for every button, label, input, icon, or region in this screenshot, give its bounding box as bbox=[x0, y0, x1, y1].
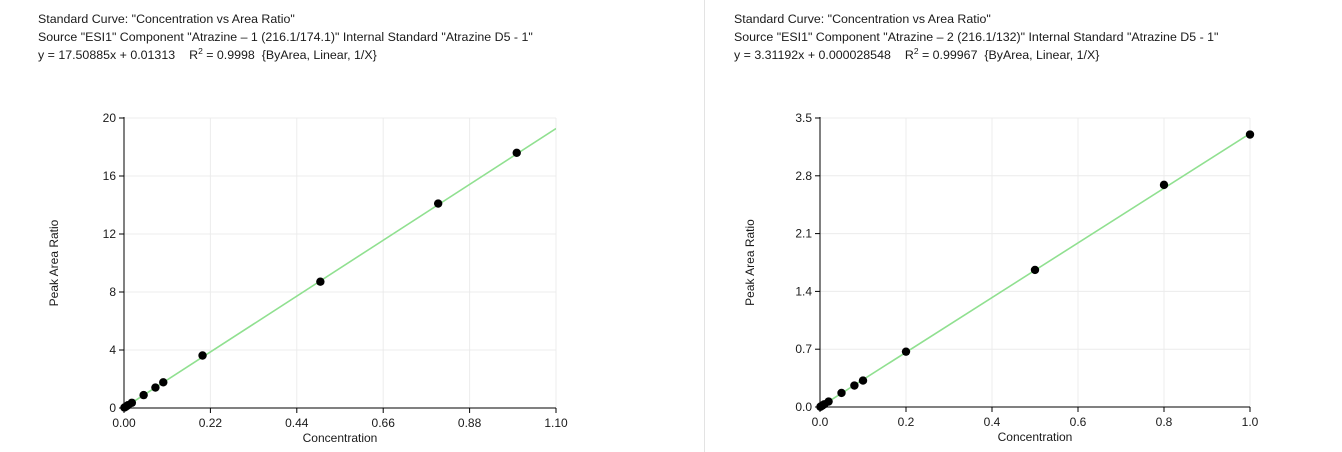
calibration-point bbox=[837, 388, 846, 398]
x-tick-label: 1.0 bbox=[1242, 415, 1259, 429]
y-tick-label: 0.7 bbox=[795, 342, 812, 356]
r-squared-exponent: 2 bbox=[198, 45, 203, 56]
fit-info: {ByArea, Linear, 1/X} bbox=[261, 48, 377, 62]
calibration-point bbox=[1159, 180, 1169, 190]
regression-line-text: y = 17.50885x + 0.01313 R2 = 0.9998 {ByAr… bbox=[38, 46, 533, 64]
x-tick-label: 1.10 bbox=[544, 416, 568, 430]
calibration-point bbox=[127, 398, 137, 407]
calibration-point bbox=[512, 148, 521, 157]
calibration-point bbox=[858, 376, 868, 385]
y-tick-label: 0.0 bbox=[795, 400, 812, 414]
y-tick-label: 2.8 bbox=[795, 169, 812, 183]
x-axis-label: Concentration bbox=[303, 431, 378, 445]
chart-title: Standard Curve: "Concentration vs Area R… bbox=[38, 12, 295, 26]
y-tick-label: 20 bbox=[103, 111, 117, 125]
chart-header: Standard Curve: "Concentration vs Area R… bbox=[38, 10, 533, 64]
calibration-point bbox=[159, 378, 168, 387]
source-component-line: Source "ESI1" Component "Atrazine – 2 (2… bbox=[734, 30, 1219, 44]
x-tick-label: 0.66 bbox=[372, 416, 396, 430]
calibration-point bbox=[901, 347, 911, 356]
fit-info: {ByArea, Linear, 1/X} bbox=[984, 48, 1100, 62]
r-squared-label: R bbox=[189, 48, 199, 62]
calibration-plot-left[interactable]: 0 4 8 12 16 20 0.00 0.22 0.44 0.66 0.88 1.10 Concent… bbox=[0, 0, 704, 452]
chart-header: Standard Curve: "Concentration vs Area R… bbox=[734, 10, 1218, 64]
y-tick-label: 1.4 bbox=[795, 284, 812, 298]
y-axis-label: Peak Area Ratio bbox=[743, 219, 757, 306]
standard-curve-panel-left: Standard Curve: "Concentration vs Area R… bbox=[0, 0, 704, 452]
y-tick-label: 4 bbox=[109, 343, 116, 357]
calibration-point bbox=[1245, 130, 1255, 139]
x-tick-label: 0.2 bbox=[898, 415, 915, 429]
chart-title: Standard Curve: "Concentration vs Area R… bbox=[734, 12, 991, 26]
y-tick-label: 2.1 bbox=[795, 227, 812, 241]
y-axis-label: Peak Area Ratio bbox=[47, 219, 61, 306]
calibration-point bbox=[1030, 265, 1040, 275]
x-tick-label: 0.88 bbox=[458, 416, 482, 430]
calibration-plot-right[interactable]: 0.0 0.7 1.4 2.1 2.8 3.5 0.0 0.2 0.4 0.6 0.8 1.0 Conc… bbox=[712, 0, 1342, 452]
source-component-line: Source "ESI1" Component "Atrazine – 1 (2… bbox=[38, 30, 533, 44]
r-squared-value: = 0.99967 bbox=[918, 48, 978, 62]
calibration-point bbox=[198, 351, 207, 360]
regression-equation: y = 17.50885x + 0.01313 bbox=[38, 48, 176, 62]
regression-equation: y = 3.31192x + 0.000028548 bbox=[734, 48, 891, 62]
y-tick-label: 0 bbox=[109, 401, 116, 415]
r-squared-value: = 0.9998 bbox=[202, 48, 255, 62]
x-axis-label: Concentration bbox=[998, 430, 1073, 444]
y-tick-label: 16 bbox=[103, 169, 117, 183]
x-tick-label: 0.44 bbox=[285, 416, 309, 430]
y-tick-label: 8 bbox=[109, 285, 116, 299]
regression-fit-line bbox=[124, 127, 556, 408]
calibration-point bbox=[151, 383, 160, 392]
standard-curve-panel-right: Standard Curve: "Concentration vs Area R… bbox=[712, 0, 1342, 452]
regression-line-text: y = 3.31192x + 0.000028548 R2 = 0.99967 {… bbox=[734, 46, 1218, 64]
x-tick-label: 0.8 bbox=[1156, 415, 1173, 429]
x-tick-label: 0.4 bbox=[984, 415, 1001, 429]
r-squared-exponent: 2 bbox=[913, 45, 919, 56]
y-tick-label: 3.5 bbox=[795, 111, 812, 125]
y-tick-label: 12 bbox=[103, 227, 117, 241]
calibration-point bbox=[316, 277, 325, 286]
calibration-point bbox=[433, 199, 443, 208]
x-tick-label: 0.0 bbox=[812, 415, 829, 429]
r-squared-label: R bbox=[904, 48, 914, 62]
x-tick-label: 0.00 bbox=[112, 416, 136, 430]
calibration-point bbox=[139, 390, 148, 400]
x-tick-label: 0.6 bbox=[1070, 415, 1087, 429]
panel-divider bbox=[704, 0, 705, 452]
calibration-point bbox=[824, 397, 833, 406]
calibration-point bbox=[850, 381, 859, 390]
x-tick-label: 0.22 bbox=[199, 416, 223, 430]
